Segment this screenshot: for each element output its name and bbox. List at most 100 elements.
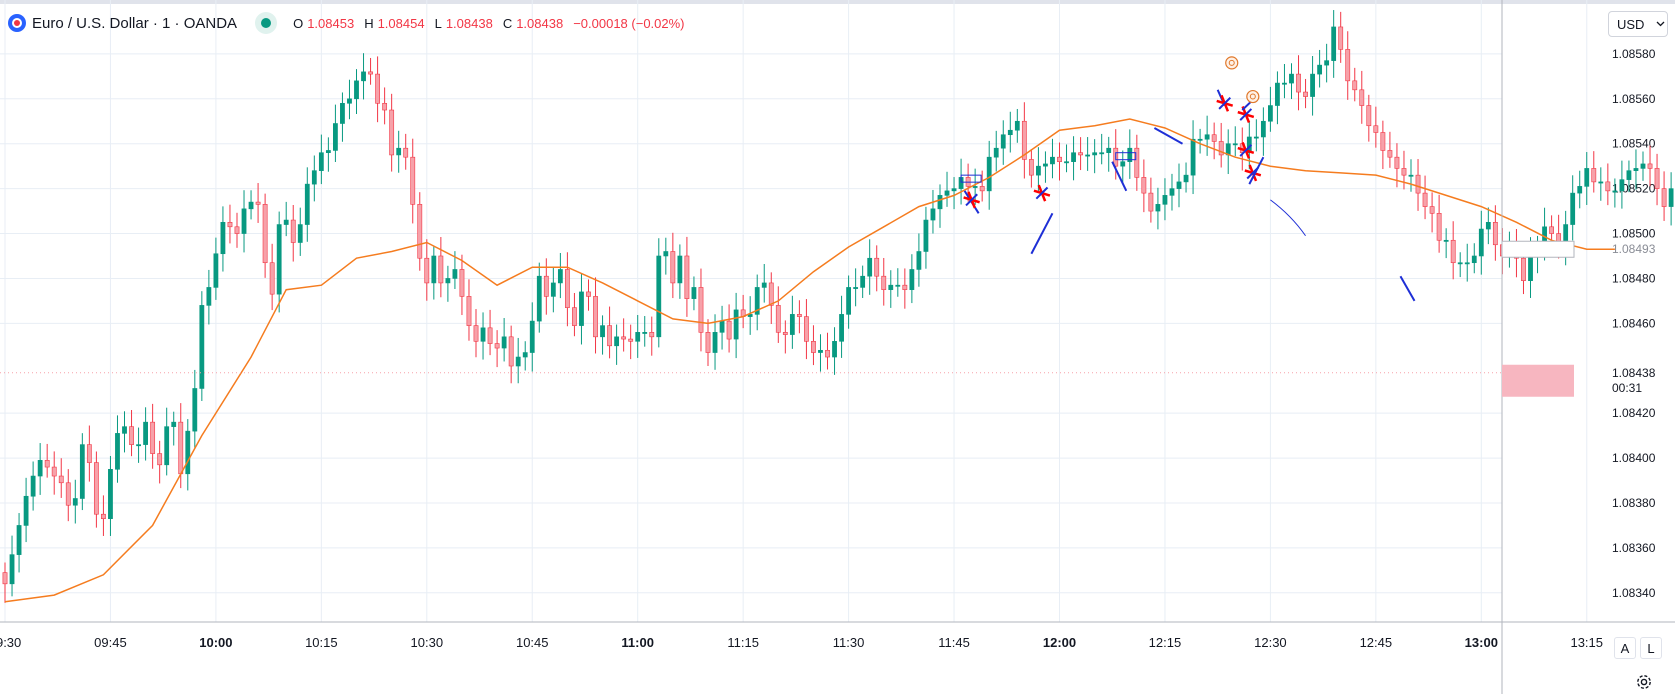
candle-body xyxy=(796,314,802,317)
candle-body xyxy=(101,513,106,520)
candle-body xyxy=(227,222,233,228)
candle-body xyxy=(51,466,57,477)
high-value: 1.08454 xyxy=(377,15,425,31)
candle-body xyxy=(1584,168,1590,187)
candle-body xyxy=(572,307,577,326)
candle-body xyxy=(846,287,851,315)
last-price-label: 1.08438 xyxy=(1612,366,1656,380)
candle-body xyxy=(72,498,78,506)
candle-body xyxy=(494,343,500,349)
symbol-title[interactable]: Euro / U.S. Dollar · 1 · OANDA xyxy=(32,14,238,32)
candle-body xyxy=(297,224,303,243)
last-price-label-box xyxy=(1502,364,1574,397)
candle-body xyxy=(895,284,901,287)
candle-body xyxy=(375,73,380,104)
candle-body xyxy=(1310,73,1315,97)
open-value: 1.08453 xyxy=(307,15,355,31)
candle-body xyxy=(86,444,92,463)
currency-label: USD xyxy=(1617,16,1645,32)
y-tick-label: 1.08540 xyxy=(1612,137,1656,151)
chart-header: Euro / U.S. Dollar · 1 · OANDA O 1.08453 … xyxy=(8,12,691,34)
candle-body xyxy=(220,222,226,255)
event-marker-icon-inner xyxy=(1228,59,1235,66)
candle-body xyxy=(1183,174,1189,183)
candle-body xyxy=(248,201,254,210)
candle-body xyxy=(1668,188,1674,207)
candle-body xyxy=(1443,239,1449,242)
candle-body xyxy=(108,469,113,520)
candle-body xyxy=(628,338,634,342)
x-tick-label: 11:15 xyxy=(727,635,759,650)
candle-body xyxy=(157,453,163,466)
candle-body xyxy=(382,102,388,111)
candle-body xyxy=(804,316,809,342)
close-value: 1.08438 xyxy=(516,15,564,31)
candle-body xyxy=(1275,82,1280,106)
candle-body xyxy=(1092,152,1098,156)
candle-body xyxy=(2,572,8,585)
y-tick-label: 1.08580 xyxy=(1612,47,1656,61)
candle-body xyxy=(347,98,352,104)
candle-body xyxy=(410,156,416,205)
candle-body xyxy=(1408,174,1414,177)
candle-body xyxy=(1612,190,1618,193)
candle-body xyxy=(1331,26,1337,61)
candle-body xyxy=(986,156,992,192)
y-tick-label: 1.08560 xyxy=(1612,92,1656,106)
candle-body xyxy=(417,204,423,259)
auto-scale-button[interactable]: A xyxy=(1614,637,1636,659)
candle-body xyxy=(304,183,310,225)
candle-body xyxy=(143,421,148,445)
candle-body xyxy=(122,426,127,434)
candle-body xyxy=(9,554,15,585)
candle-body xyxy=(993,147,999,158)
candle-body xyxy=(1457,262,1463,265)
candle-body xyxy=(1296,73,1301,93)
x-tick-label: 09:45 xyxy=(94,635,127,650)
candle-body xyxy=(691,287,697,299)
candle-body xyxy=(1289,73,1294,84)
candle-body xyxy=(1211,134,1217,142)
candle-body xyxy=(719,320,725,333)
candle-body xyxy=(1394,156,1400,169)
candle-body xyxy=(1021,120,1027,160)
candle-body xyxy=(459,269,465,297)
star-marker-stroke xyxy=(1218,96,1232,110)
candle-body xyxy=(466,296,472,326)
log-scale-button[interactable]: L xyxy=(1640,637,1662,659)
candle-body xyxy=(543,275,549,297)
candle-body xyxy=(361,71,366,82)
event-marker-icon-inner xyxy=(1249,93,1256,100)
currency-dropdown[interactable]: USD xyxy=(1608,11,1668,37)
gear-icon[interactable] xyxy=(1634,672,1654,692)
annotation-stroke xyxy=(1153,127,1184,145)
candle-body xyxy=(1577,186,1583,194)
candle-body xyxy=(1028,159,1034,176)
candle-body xyxy=(951,188,957,192)
candle-body xyxy=(656,255,662,338)
candle-body xyxy=(255,201,261,205)
star-marker-stroke xyxy=(1239,144,1253,157)
candle-body xyxy=(747,314,753,317)
candle-body xyxy=(1471,255,1477,264)
candle-body xyxy=(1373,125,1379,133)
candle-body xyxy=(712,332,718,353)
candle-body xyxy=(1317,64,1323,75)
candle-body xyxy=(754,287,760,315)
candle-body xyxy=(902,284,908,290)
candle-body xyxy=(1464,262,1470,265)
candle-body xyxy=(1485,222,1491,230)
candle-body xyxy=(839,314,844,342)
y-tick-label: 1.08380 xyxy=(1612,496,1656,510)
close-label: C xyxy=(502,15,513,31)
x-tick-label: 10:00 xyxy=(199,635,232,650)
candle-body xyxy=(1633,168,1639,171)
y-tick-label: 1.08460 xyxy=(1612,316,1656,330)
candle-body xyxy=(930,208,936,221)
candle-body xyxy=(825,349,830,358)
candle-body xyxy=(1282,82,1287,85)
candle-body xyxy=(30,475,36,497)
candle-body xyxy=(354,80,359,100)
candle-body xyxy=(888,284,894,290)
